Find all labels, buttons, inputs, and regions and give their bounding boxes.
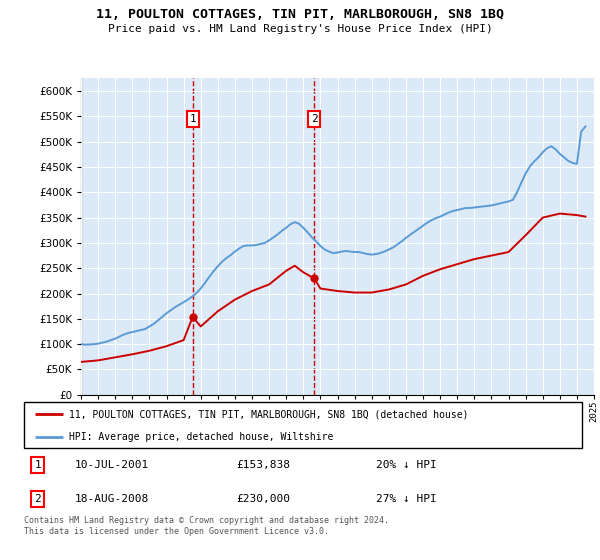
Text: 11, POULTON COTTAGES, TIN PIT, MARLBOROUGH, SN8 1BQ (detached house): 11, POULTON COTTAGES, TIN PIT, MARLBOROU…	[68, 409, 468, 419]
Text: £153,838: £153,838	[236, 460, 290, 470]
Text: 1: 1	[35, 460, 41, 470]
Text: HPI: Average price, detached house, Wiltshire: HPI: Average price, detached house, Wilt…	[68, 432, 333, 441]
Text: £230,000: £230,000	[236, 494, 290, 504]
Text: 11, POULTON COTTAGES, TIN PIT, MARLBOROUGH, SN8 1BQ: 11, POULTON COTTAGES, TIN PIT, MARLBOROU…	[96, 8, 504, 21]
Text: Price paid vs. HM Land Registry's House Price Index (HPI): Price paid vs. HM Land Registry's House …	[107, 24, 493, 34]
Text: 2: 2	[311, 114, 317, 124]
Text: 2: 2	[35, 494, 41, 504]
Text: 1: 1	[189, 114, 196, 124]
Text: 10-JUL-2001: 10-JUL-2001	[74, 460, 148, 470]
Text: 18-AUG-2008: 18-AUG-2008	[74, 494, 148, 504]
Text: 20% ↓ HPI: 20% ↓ HPI	[376, 460, 436, 470]
Text: Contains HM Land Registry data © Crown copyright and database right 2024.
This d: Contains HM Land Registry data © Crown c…	[24, 516, 389, 536]
Text: 27% ↓ HPI: 27% ↓ HPI	[376, 494, 436, 504]
